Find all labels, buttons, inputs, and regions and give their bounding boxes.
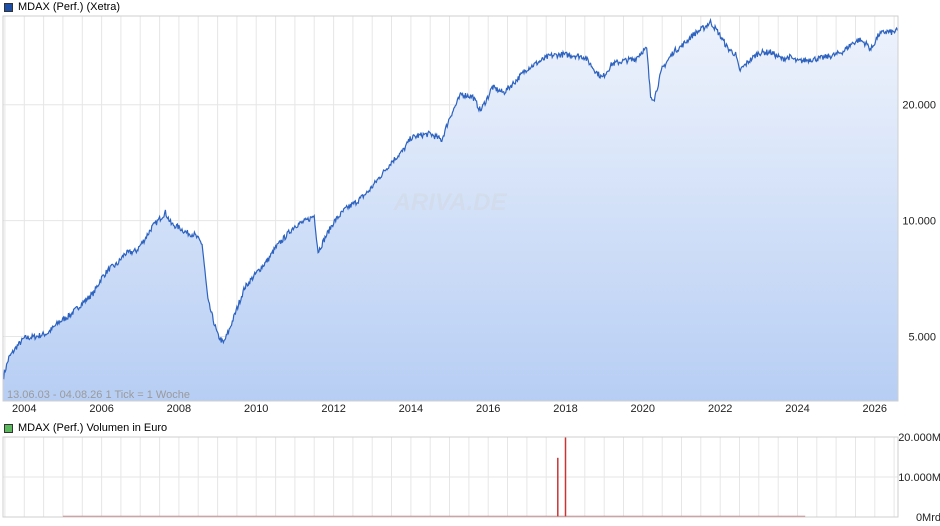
x-tick-label: 2010 xyxy=(244,403,268,415)
price-area xyxy=(3,20,898,401)
x-tick-label: 2024 xyxy=(785,403,809,415)
watermark: ARIVA.DE xyxy=(393,189,508,216)
volume-grid xyxy=(3,436,898,517)
x-tick-label: 2022 xyxy=(708,403,732,415)
volume-tick-label: 20.000M xyxy=(898,432,940,444)
x-tick-label: 2016 xyxy=(476,403,500,415)
volume-legend-label: MDAX (Perf.) Volumen in Euro xyxy=(18,422,168,434)
y-tick-label: 20.000 xyxy=(902,100,936,112)
volume-plot-frame xyxy=(2,436,899,518)
volume-legend: MDAX (Perf.) Volumen in Euro xyxy=(4,421,167,435)
x-tick-label: 2026 xyxy=(863,403,887,415)
x-tick-label: 2008 xyxy=(167,403,191,415)
main-y-axis: 5.000 10.000 20.000 xyxy=(902,100,936,344)
x-tick-label: 2004 xyxy=(12,403,36,415)
x-tick-label: 2012 xyxy=(321,403,345,415)
x-tick-label: 2018 xyxy=(553,403,577,415)
volume-y-axis: 0Mrd 10.000M 20.000M xyxy=(898,432,940,524)
main-plot-frame xyxy=(2,15,899,402)
y-tick-label: 5.000 xyxy=(908,332,936,344)
volume-tick-label: 0Mrd xyxy=(916,512,940,524)
volume-legend-swatch xyxy=(4,423,13,433)
price-line xyxy=(3,17,898,380)
main-x-axis: 2004 2006 2008 2010 2012 2014 2016 2018 2020 2022… xyxy=(12,403,887,415)
x-tick-label: 2020 xyxy=(631,403,655,415)
x-tick-label: 2014 xyxy=(399,403,423,415)
y-tick-label: 10.000 xyxy=(902,216,936,228)
main-legend-swatch xyxy=(4,2,13,12)
x-tick-label: 2006 xyxy=(89,403,113,415)
main-legend: MDAX (Perf.) (Xetra) xyxy=(4,0,120,14)
volume-tick-label: 10.000M xyxy=(898,472,940,484)
date-range-info: 13.06.03 - 04.08.26 1 Tick = 1 Woche xyxy=(7,389,190,401)
main-legend-label: MDAX (Perf.) (Xetra) xyxy=(18,1,121,13)
